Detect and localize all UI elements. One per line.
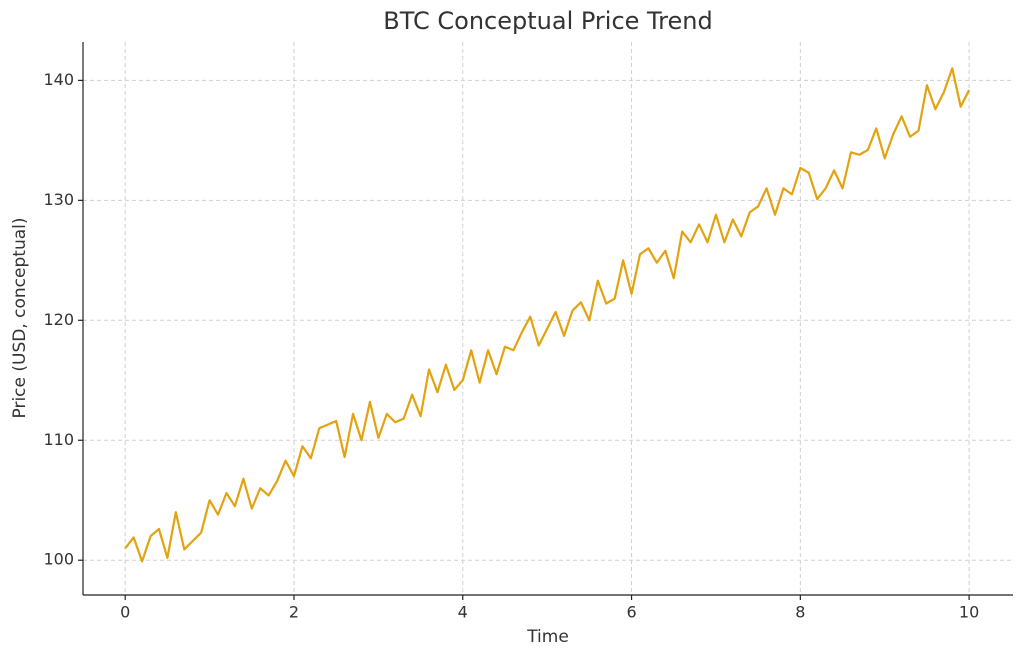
x-axis-label: Time: [526, 627, 569, 647]
x-tick-label: 0: [120, 603, 130, 622]
y-tick-label: 130: [43, 190, 74, 209]
y-axis-label: Price (USD, conceptual): [10, 218, 30, 419]
y-tick-label: 110: [43, 430, 74, 449]
x-tick-label: 10: [959, 603, 979, 622]
x-tick-label: 4: [458, 603, 468, 622]
chart-title: BTC Conceptual Price Trend: [383, 7, 712, 35]
x-tick-label: 6: [626, 603, 636, 622]
y-tick-label: 140: [43, 70, 74, 89]
x-tick-label: 8: [795, 603, 805, 622]
x-tick-label: 2: [289, 603, 299, 622]
y-tick-label: 120: [43, 310, 74, 329]
data-line: [124, 67, 971, 563]
y-tick-label: 100: [43, 550, 74, 569]
